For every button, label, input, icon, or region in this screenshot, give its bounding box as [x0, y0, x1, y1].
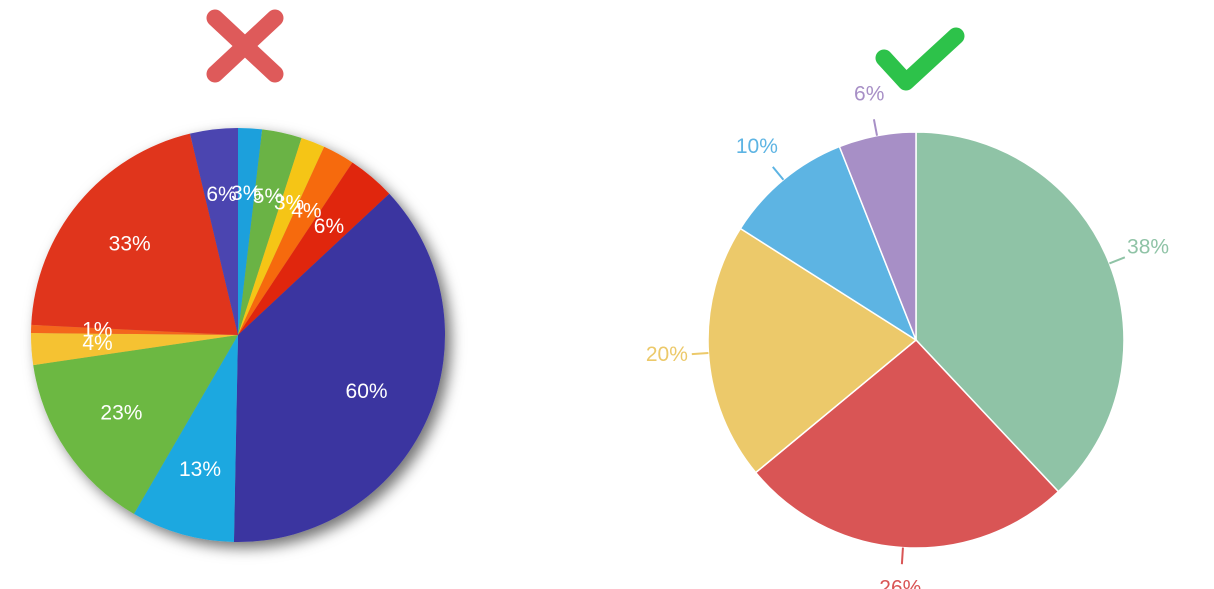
slice-label: 5%: [253, 185, 283, 208]
slice-label: 26%: [879, 577, 921, 589]
pie: [30, 128, 445, 543]
leader-line: [872, 119, 879, 136]
pie-slice: [238, 129, 302, 335]
pie-slice: [233, 193, 445, 543]
pie-slice: [189, 128, 238, 335]
pie-slice: [33, 335, 238, 514]
slice-label: 3%: [274, 191, 304, 214]
pie-slice: [238, 162, 390, 335]
leader-line: [1109, 256, 1126, 265]
slice-label: 1%: [82, 318, 112, 341]
slice-label: 6%: [854, 82, 884, 105]
slice-label: 4%: [82, 332, 112, 355]
slice-label: 33%: [109, 233, 151, 256]
slice-label: 3%: [231, 182, 261, 205]
pie-slice: [238, 138, 325, 335]
pie-slice: [133, 335, 238, 542]
slice-label: 23%: [100, 401, 142, 424]
leader-line: [900, 547, 904, 565]
slice-label: 13%: [179, 458, 221, 481]
cross-icon: [206, 9, 284, 83]
pie-slice: [31, 133, 239, 335]
slice-label: 4%: [291, 200, 321, 223]
pie-labels: 38% 26% 20% 10% 6%: [646, 82, 1169, 589]
leader-line: [691, 352, 709, 356]
pie-slice: [31, 324, 238, 335]
pie-slice: [739, 145, 918, 342]
slice-label: 6%: [314, 215, 344, 238]
slice-label: 38%: [1127, 236, 1169, 259]
pie: [707, 131, 1125, 549]
slice-label: 10%: [736, 135, 778, 158]
pie-slice: [238, 128, 263, 335]
pie-slice: [30, 332, 238, 366]
pie-slice: [238, 146, 353, 335]
pie-slice: [838, 131, 917, 341]
slice-label: 6%: [206, 183, 236, 206]
charts: 3%5%3%4%6%60%13%23%4%1%33%6%38%26%20%10%…: [30, 82, 1169, 589]
pie-slice: [754, 338, 1060, 549]
slice-label: 20%: [646, 343, 688, 366]
slice-label: 60%: [346, 380, 388, 403]
pie-slice: [707, 227, 918, 474]
check-icon: [875, 27, 965, 91]
pie-labels: 3%5%3%4%6%60%13%23%4%1%33%6%: [82, 182, 387, 481]
leader-line: [772, 166, 785, 181]
